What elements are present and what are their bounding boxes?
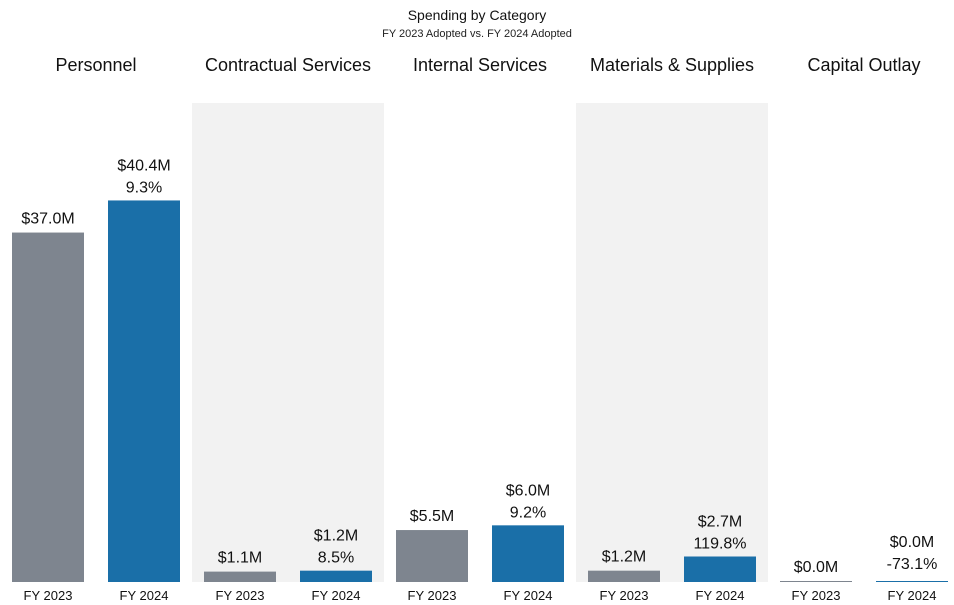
- bar-personnel-fy-2024: [108, 200, 180, 582]
- category-label-internal-services: Internal Services: [413, 55, 547, 75]
- x-tick-contractual-services-fy-2024: FY 2024: [312, 588, 361, 603]
- value-label-personnel-fy-2024: $40.4M: [117, 157, 170, 174]
- bar-capital-outlay-fy-2023: [780, 581, 852, 582]
- bar-internal-services-fy-2023: [396, 530, 468, 582]
- bar-materials-and-supplies-fy-2023: [588, 570, 660, 582]
- bar-materials-and-supplies-fy-2024: [684, 556, 756, 582]
- x-tick-materials-and-supplies-fy-2023: FY 2023: [600, 588, 649, 603]
- value-label-internal-services-fy-2023: $5.5M: [410, 508, 454, 525]
- x-tick-contractual-services-fy-2023: FY 2023: [216, 588, 265, 603]
- pct-change-label-materials-and-supplies: 119.8%: [693, 536, 746, 553]
- value-label-contractual-services-fy-2023: $1.1M: [218, 550, 262, 567]
- pct-change-label-contractual-services: 8.5%: [318, 550, 354, 567]
- value-label-capital-outlay-fy-2023: $0.0M: [794, 559, 838, 576]
- value-label-materials-and-supplies-fy-2023: $1.2M: [602, 549, 646, 566]
- bars: [12, 200, 948, 583]
- value-label-contractual-services-fy-2024: $1.2M: [314, 528, 358, 545]
- pct-change-label-internal-services: 9.2%: [510, 504, 546, 521]
- x-tick-labels: FY 2023 FY 2024 FY 2023 FY 2024 FY 2023 FY 20…: [24, 588, 937, 603]
- bar-contractual-services-fy-2024: [300, 570, 372, 582]
- bar-personnel-fy-2023: [12, 232, 84, 583]
- category-label-materials-and-supplies: Materials & Supplies: [590, 55, 754, 75]
- x-tick-capital-outlay-fy-2023: FY 2023: [792, 588, 841, 603]
- category-label-capital-outlay: Capital Outlay: [807, 55, 920, 75]
- value-label-personnel-fy-2023: $37.0M: [21, 211, 74, 228]
- category-labels: Personnel Contractual Services Internal Se…: [55, 55, 920, 75]
- pct-change-label-capital-outlay: -73.1%: [887, 556, 938, 573]
- category-label-contractual-services: Contractual Services: [205, 55, 371, 75]
- value-labels: $37.0M $40.4M 9.3% $1.1M $1.2M 8.5% $5.5M $6.0M…: [21, 157, 937, 576]
- value-label-internal-services-fy-2024: $6.0M: [506, 482, 550, 499]
- x-tick-personnel-fy-2023: FY 2023: [24, 588, 73, 603]
- bar-internal-services-fy-2024: [492, 525, 564, 582]
- value-label-capital-outlay-fy-2024: $0.0M: [890, 534, 934, 551]
- chart-title: Spending by Category: [408, 7, 547, 23]
- x-tick-capital-outlay-fy-2024: FY 2024: [888, 588, 937, 603]
- band-materials-and-supplies: [576, 103, 768, 582]
- category-bands: [192, 103, 768, 582]
- category-label-personnel: Personnel: [55, 55, 136, 75]
- x-tick-personnel-fy-2024: FY 2024: [120, 588, 169, 603]
- bar-capital-outlay-fy-2024: [876, 581, 948, 582]
- chart-subtitle: FY 2023 Adopted vs. FY 2024 Adopted: [382, 28, 572, 40]
- pct-change-label-personnel: 9.3%: [126, 179, 162, 196]
- band-contractual-services: [192, 103, 384, 582]
- x-tick-internal-services-fy-2023: FY 2023: [408, 588, 457, 603]
- value-label-materials-and-supplies-fy-2024: $2.7M: [698, 514, 742, 531]
- x-tick-materials-and-supplies-fy-2024: FY 2024: [696, 588, 745, 603]
- bar-contractual-services-fy-2023: [204, 571, 276, 582]
- x-tick-internal-services-fy-2024: FY 2024: [504, 588, 553, 603]
